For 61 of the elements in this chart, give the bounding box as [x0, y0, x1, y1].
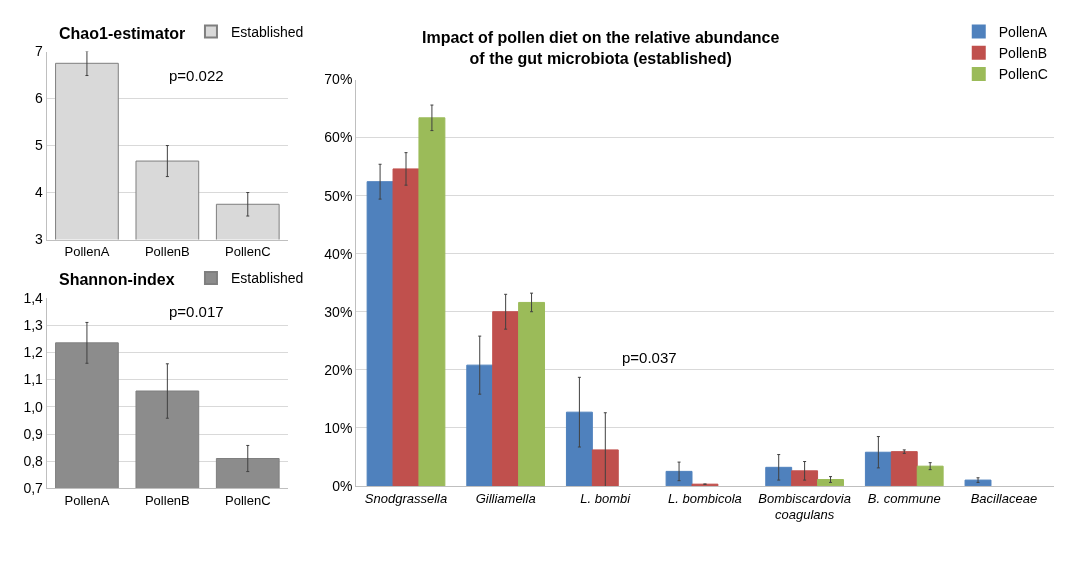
y-tick-label: 0,8 [23, 453, 44, 470]
legend-label: Established [230, 24, 304, 41]
y-tick-label: 60% [324, 129, 353, 146]
bar [890, 451, 918, 486]
bar [392, 168, 420, 486]
legend-label: PollenC [998, 66, 1048, 83]
bar [916, 465, 944, 486]
bar [964, 479, 992, 486]
bar [366, 181, 394, 486]
bar [418, 117, 446, 486]
bar [817, 479, 844, 486]
bar [518, 301, 546, 486]
y-tick-label: 6 [35, 90, 44, 107]
y-tick-label: 10% [324, 419, 353, 436]
x-tick-label: PollenC [225, 244, 271, 260]
x-tick-label: PollenA [64, 493, 110, 509]
bar [492, 311, 520, 486]
x-tick-label: PollenC [225, 493, 271, 509]
chart-title: Chao1-estimator [59, 25, 186, 42]
x-tick-label: Gilliamella [475, 490, 536, 506]
x-tick-label: B. commune [867, 490, 941, 506]
x-tick-label: L. bombi [580, 490, 632, 506]
legend-label: PollenA [998, 24, 1048, 41]
x-tick-label: PollenA [64, 244, 110, 260]
y-tick-label: 0,9 [23, 425, 44, 442]
y-tick-label: 20% [324, 361, 353, 378]
y-tick-label: 0% [332, 477, 353, 494]
x-tick-label: Bacillaceae [970, 490, 1038, 506]
y-tick-label: 40% [324, 245, 353, 262]
legend-label: PollenB [998, 45, 1048, 62]
x-tick-label: L. bombicola [668, 490, 742, 506]
bar [591, 449, 619, 486]
legend-label: Established [230, 270, 304, 287]
annotation: p=0.022 [169, 67, 224, 84]
bar [864, 451, 892, 486]
bar [665, 470, 693, 486]
bar [466, 364, 494, 486]
bar [791, 470, 819, 486]
y-tick-label: 50% [324, 187, 353, 204]
y-tick-label: 7 [35, 43, 44, 60]
y-tick-label: 1,1 [23, 371, 44, 388]
x-tick-label: PollenB [144, 244, 190, 260]
x-tick-label: Bombiscardovia coagulans [758, 490, 851, 523]
y-tick-label: 1,3 [23, 317, 44, 334]
y-tick-label: 1,0 [23, 398, 44, 415]
y-tick-label: 3 [35, 231, 44, 248]
x-tick-label: Snodgrassella [364, 490, 448, 506]
y-tick-label: 70% [324, 71, 353, 88]
chart-title: Shannon-index [59, 271, 175, 288]
bar [765, 466, 793, 486]
y-tick-label: 4 [35, 184, 44, 201]
y-tick-label: 0,7 [23, 480, 44, 497]
bar [565, 411, 593, 486]
x-tick-label: PollenB [144, 493, 190, 509]
chart-title: Impact of pollen diet on the relative abundance of the gut microbiota (established) [422, 29, 780, 67]
annotation: p=0.017 [169, 303, 224, 320]
y-tick-label: 5 [35, 137, 44, 154]
y-tick-label: 30% [324, 303, 353, 320]
y-tick-label: 1,4 [23, 289, 44, 306]
y-tick-label: 1,2 [23, 344, 44, 361]
annotation: p=0.037 [622, 349, 677, 366]
